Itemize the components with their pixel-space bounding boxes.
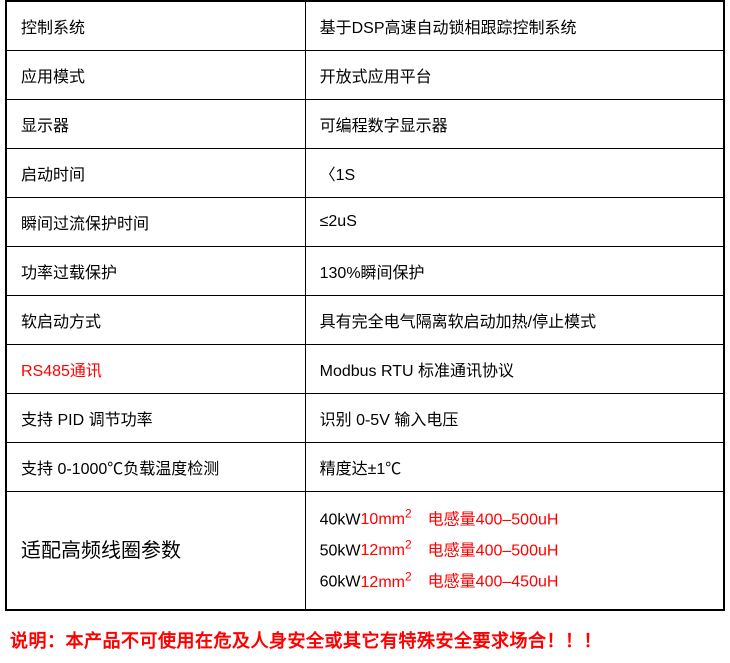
row-value: 精度达±1℃ — [305, 443, 724, 492]
row-value: 具有完全电气隔离软启动加热/停止模式 — [305, 296, 724, 345]
table-row: 瞬间过流保护时间≤2uS — [6, 198, 724, 247]
coil-values: 40kW10mm2 电感量400–500uH50kW12mm2 电感量400–5… — [305, 492, 724, 611]
spec-table: 控制系统基于DSP高速自动锁相跟踪控制系统应用模式开放式应用平台显示器可编程数字… — [5, 0, 725, 611]
row-label: 功率过载保护 — [6, 247, 305, 296]
table-row: 控制系统基于DSP高速自动锁相跟踪控制系统 — [6, 1, 724, 51]
coil-inductance: 电感量400–500uH — [428, 511, 559, 528]
table-row: 应用模式开放式应用平台 — [6, 51, 724, 100]
table-row: RS485通讯Modbus RTU 标准通讯协议 — [6, 345, 724, 394]
warning-note: 说明：本产品不可使用在危及人身安全或其它有特殊安全要求场合！！！ — [10, 627, 720, 653]
table-row: 支持 PID 调节功率识别 0-5V 输入电压 — [6, 394, 724, 443]
spec-table-body: 控制系统基于DSP高速自动锁相跟踪控制系统应用模式开放式应用平台显示器可编程数字… — [6, 1, 724, 610]
row-label: 瞬间过流保护时间 — [6, 198, 305, 247]
coil-size: 10mm2 — [361, 511, 412, 528]
row-value: 可编程数字显示器 — [305, 100, 724, 149]
row-value: 130%瞬间保护 — [305, 247, 724, 296]
row-label: RS485通讯 — [6, 345, 305, 394]
coil-size: 12mm2 — [361, 574, 412, 591]
coil-line: 40kW10mm2 电感量400–500uH — [320, 504, 709, 535]
row-label: 控制系统 — [6, 1, 305, 51]
coil-line: 50kW12mm2 电感量400–500uH — [320, 535, 709, 566]
coil-kw: 50kW — [320, 542, 361, 559]
table-row: 支持 0-1000℃负载温度检测精度达±1℃ — [6, 443, 724, 492]
table-row: 启动时间〈1S — [6, 149, 724, 198]
coil-kw: 60kW — [320, 574, 361, 591]
table-row: 软启动方式具有完全电气隔离软启动加热/停止模式 — [6, 296, 724, 345]
coil-label: 适配高频线圈参数 — [6, 492, 305, 611]
table-row-coil: 适配高频线圈参数40kW10mm2 电感量400–500uH50kW12mm2 … — [6, 492, 724, 611]
table-row: 功率过载保护130%瞬间保护 — [6, 247, 724, 296]
coil-kw: 40kW — [320, 511, 361, 528]
row-label: 显示器 — [6, 100, 305, 149]
coil-inductance: 电感量400–500uH — [428, 542, 559, 559]
row-value: 〈1S — [305, 149, 724, 198]
row-value: ≤2uS — [305, 198, 724, 247]
row-value: 识别 0-5V 输入电压 — [305, 394, 724, 443]
row-label: 应用模式 — [6, 51, 305, 100]
table-row: 显示器可编程数字显示器 — [6, 100, 724, 149]
row-value: 基于DSP高速自动锁相跟踪控制系统 — [305, 1, 724, 51]
row-label: 启动时间 — [6, 149, 305, 198]
row-label: 软启动方式 — [6, 296, 305, 345]
row-value: Modbus RTU 标准通讯协议 — [305, 345, 724, 394]
coil-size: 12mm2 — [361, 542, 412, 559]
coil-inductance: 电感量400–450uH — [428, 574, 559, 591]
coil-line: 60kW12mm2 电感量400–450uH — [320, 566, 709, 597]
row-label: 支持 0-1000℃负载温度检测 — [6, 443, 305, 492]
row-value: 开放式应用平台 — [305, 51, 724, 100]
row-label: 支持 PID 调节功率 — [6, 394, 305, 443]
